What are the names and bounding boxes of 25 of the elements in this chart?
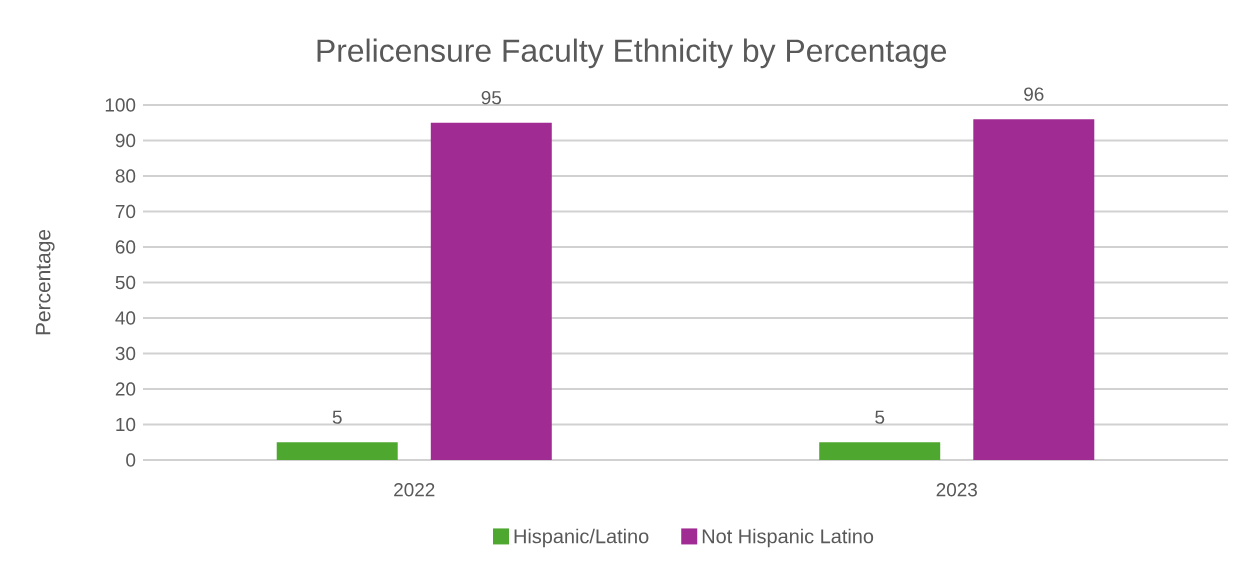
data-label: 5 (332, 410, 342, 424)
y-tick-label: 0 (126, 453, 136, 467)
y-axis-title: Percentage (35, 229, 55, 335)
x-tick-label: 2022 (394, 483, 435, 497)
bar (276, 442, 398, 460)
y-tick-label: 90 (115, 133, 136, 148)
y-tick-label: 100 (105, 98, 136, 112)
y-tick-label: 70 (115, 204, 136, 219)
x-tick-label: 2023 (936, 483, 977, 497)
bar (819, 442, 941, 460)
legend-label: Hispanic/Latino (514, 528, 649, 548)
y-tick-label: 60 (115, 240, 136, 254)
y-tick-label: 10 (116, 417, 136, 432)
data-label: 5 (875, 410, 885, 424)
data-label: 96 (1024, 87, 1044, 101)
legend-label: Not Hispanic Latino (702, 528, 874, 548)
chart-title: Prelicensure Faculty Ethnicity by Percentage (317, 38, 947, 69)
data-label: 95 (481, 90, 502, 105)
bar (430, 122, 552, 460)
y-tick-label: 30 (115, 346, 136, 361)
y-tick-label: 80 (115, 169, 136, 183)
y-tick-label: 40 (115, 311, 136, 325)
y-tick-label: 20 (115, 382, 136, 396)
bar (973, 119, 1095, 460)
y-tick-label: 50 (115, 275, 136, 290)
